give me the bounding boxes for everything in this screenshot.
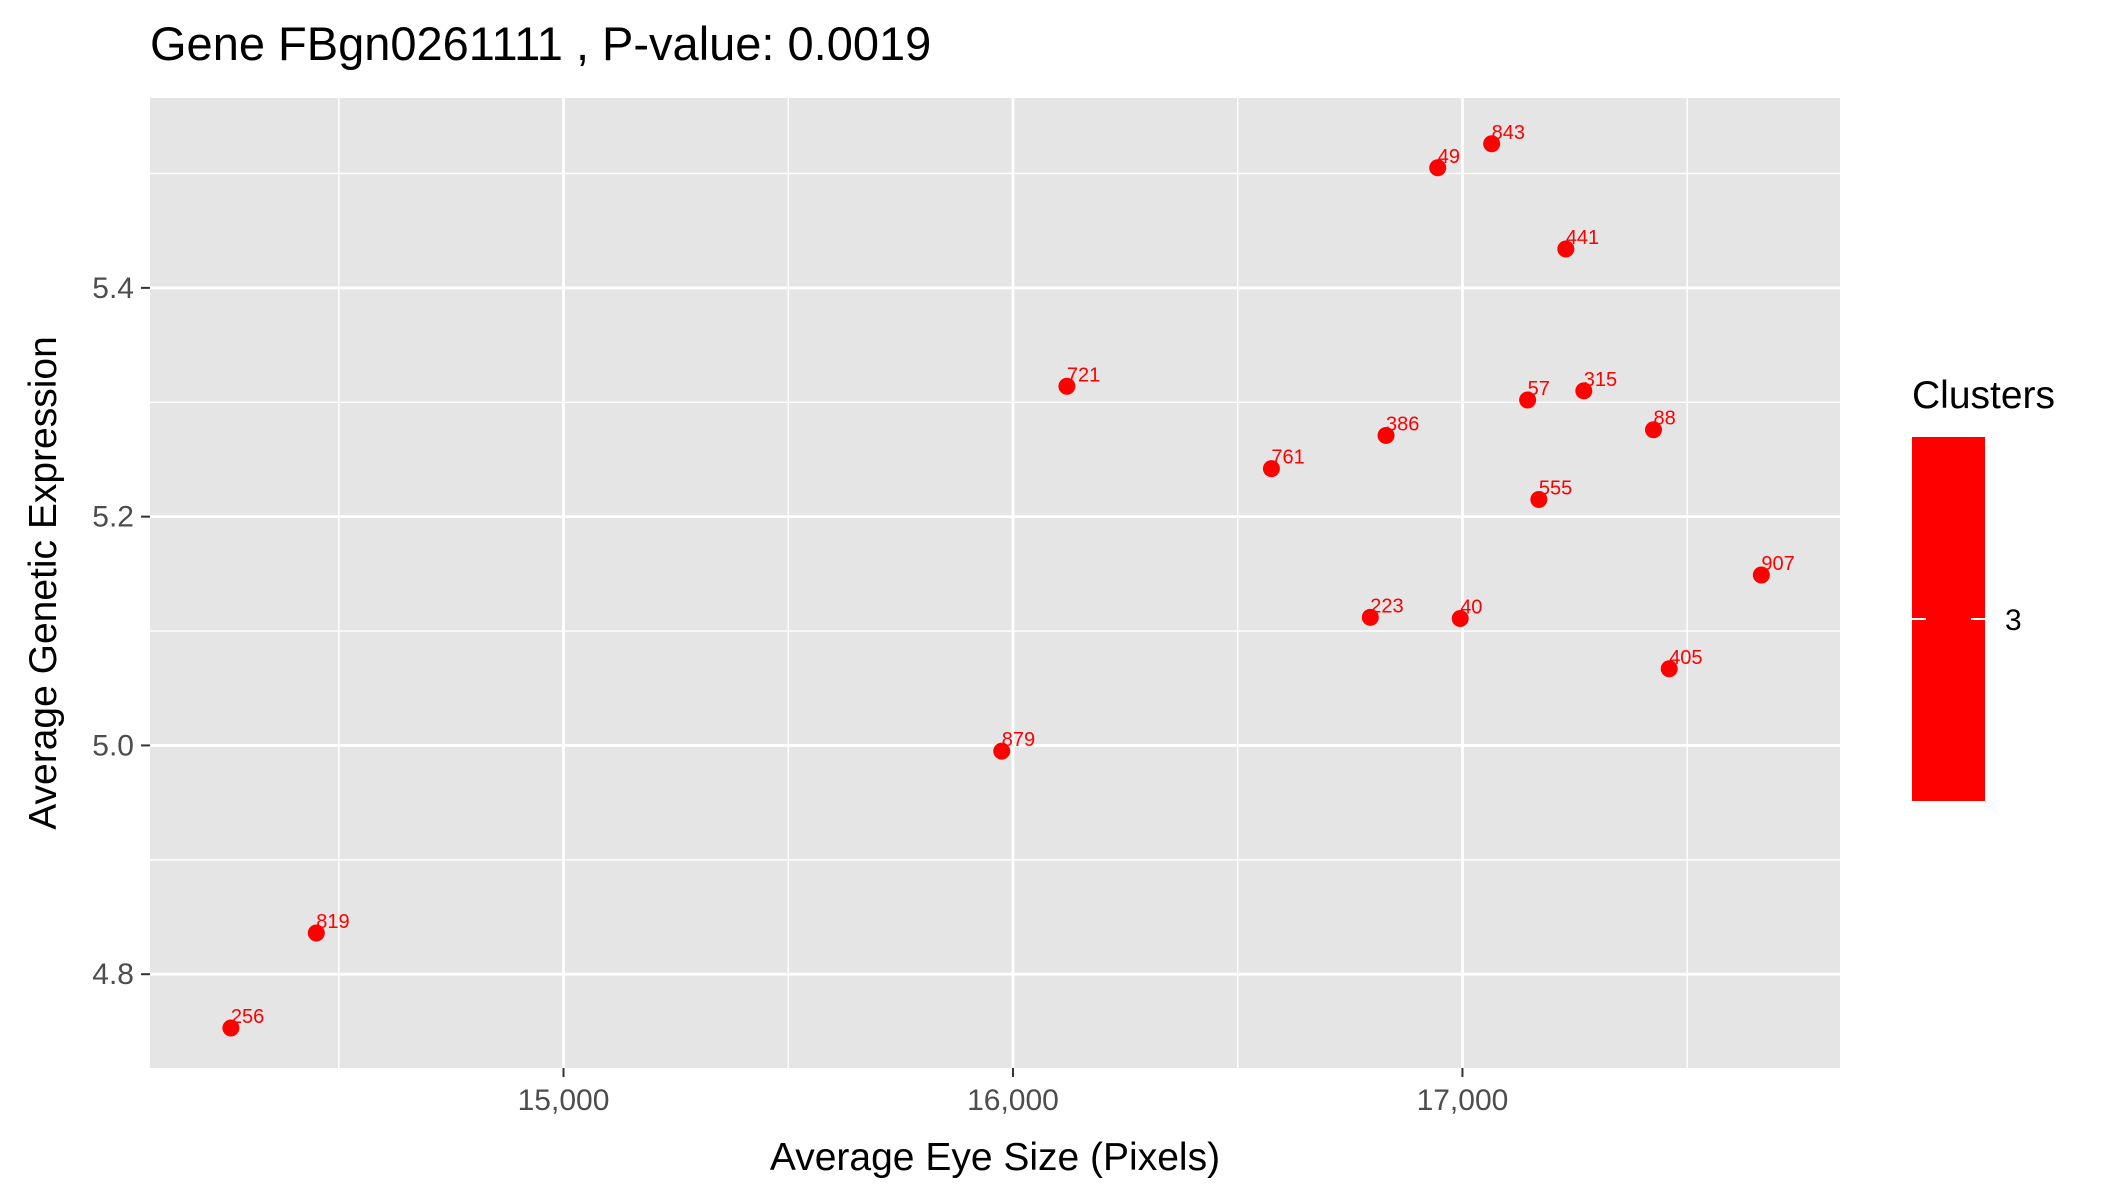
legend-label: 3 [2005, 604, 2022, 637]
legend: Clusters 3 [1912, 374, 2055, 801]
point-label: 315 [1584, 369, 1617, 391]
data-point [307, 924, 325, 942]
plot-panel [150, 98, 1840, 1068]
point-label: 49 [1438, 146, 1460, 168]
point-label: 405 [1669, 647, 1702, 669]
point-label: 441 [1566, 227, 1599, 249]
data-point [1557, 240, 1575, 258]
point-labels: 843 49 441 721 315 57 88 386 761 555 907 223 40 405 87… [231, 122, 1795, 1028]
data-point [222, 1019, 240, 1037]
data-point [1429, 159, 1447, 177]
point-label: 88 [1653, 408, 1675, 430]
y-tick-label: 5.4 [92, 272, 134, 305]
data-point [1530, 490, 1548, 508]
point-label: 879 [1002, 729, 1035, 751]
y-tick-label: 5.2 [92, 501, 134, 534]
data-point [1644, 421, 1662, 439]
x-axis-title: Average Eye Size (Pixels) [770, 1136, 1220, 1179]
point-label: 555 [1539, 477, 1572, 499]
data-point [1058, 377, 1076, 395]
data-point [1361, 608, 1379, 626]
point-label: 721 [1067, 364, 1100, 386]
point-label: 907 [1761, 553, 1794, 575]
data-point [1575, 382, 1593, 400]
point-label: 256 [231, 1006, 264, 1028]
data-point [993, 742, 1011, 760]
x-tick-label: 16,000 [967, 1084, 1059, 1117]
data-point [1451, 609, 1469, 627]
point-label: 40 [1460, 596, 1482, 618]
grid-lines [150, 98, 1840, 1068]
x-tick-label: 17,000 [1417, 1084, 1509, 1117]
point-label: 223 [1370, 595, 1403, 617]
data-point [1262, 460, 1280, 478]
chart-title: Gene FBgn0261111 , P-value: 0.0019 [150, 17, 931, 70]
data-point [1483, 135, 1501, 153]
x-tick-label: 15,000 [518, 1084, 610, 1117]
point-label: 761 [1271, 447, 1304, 469]
point-label: 386 [1386, 413, 1419, 435]
legend-title: Clusters [1912, 374, 2055, 417]
data-points [222, 135, 1770, 1037]
y-axis-title: Average Genetic Expression [22, 336, 65, 830]
data-point [1519, 391, 1537, 409]
data-point [1752, 566, 1770, 584]
y-tick-label: 4.8 [92, 958, 134, 991]
point-label: 843 [1492, 122, 1525, 144]
data-point [1660, 660, 1678, 678]
data-point [1377, 426, 1395, 444]
axes: 15,000 16,000 17,000 4.8 5.0 5.2 5.4 [92, 272, 1508, 1117]
y-tick-label: 5.0 [92, 729, 134, 762]
point-label: 819 [316, 911, 349, 933]
point-label: 57 [1528, 378, 1550, 400]
